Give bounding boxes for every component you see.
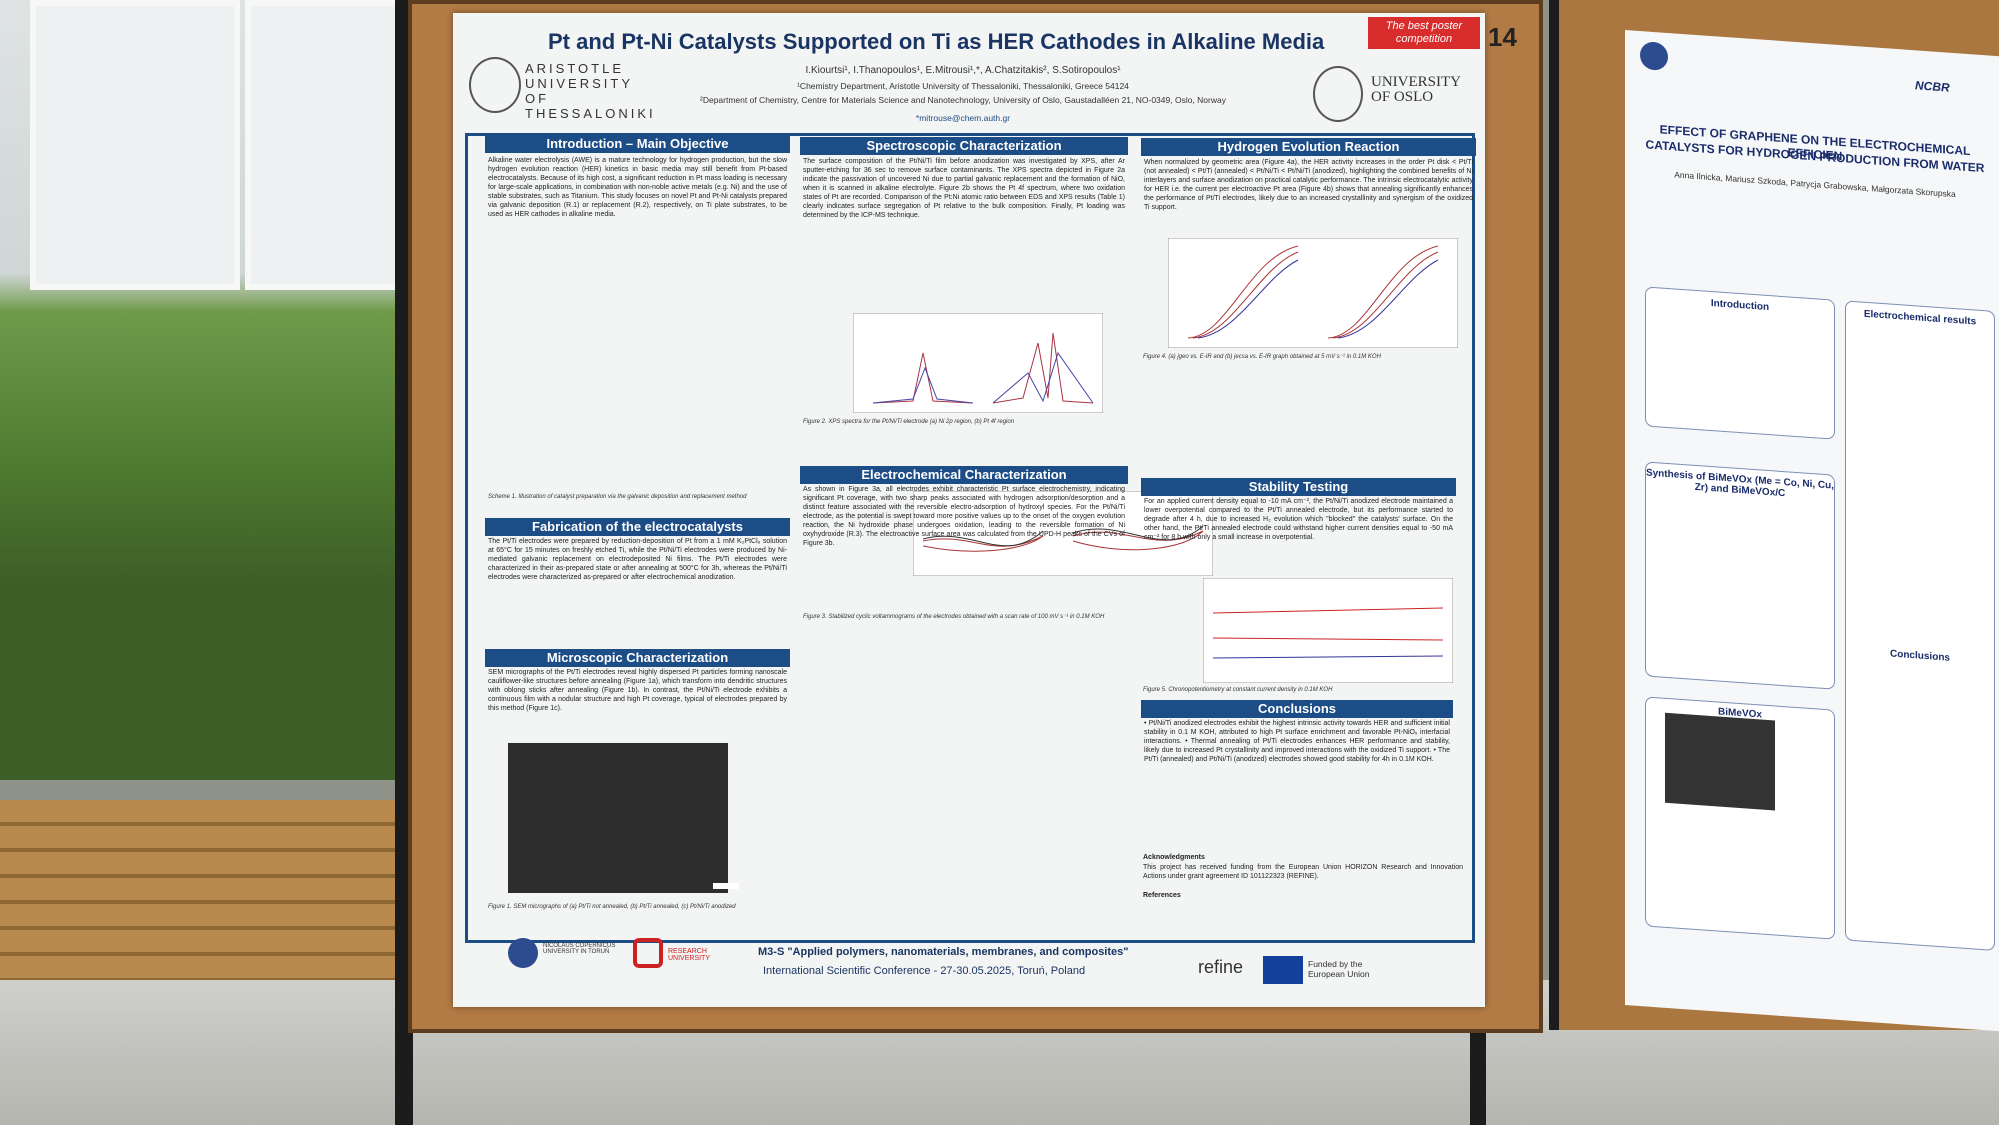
caption: Figure 3. Stabilized cyclic voltammogram… [803,614,1105,620]
caption: Figure 2. XPS spectra for the Pt/Ni/Ti e… [803,419,1015,425]
poster: Pt and Pt-Ni Catalysts Supported on Ti a… [453,13,1485,1007]
affiliation: ²Department of Chemistry, Centre for Mat… [700,95,1226,105]
panel [1845,300,1995,951]
micrograph [1665,712,1775,811]
acknowledgments: This project has received funding from t… [1143,864,1463,880]
figure [1203,578,1453,683]
section-heading: Introduction – Main Objective [485,135,790,153]
figure [853,313,1103,413]
bench [0,800,460,1000]
poster-title: Pt and Pt-Ni Catalysts Supported on Ti a… [548,29,1325,54]
logo-text: NCBR [1915,78,1950,95]
logo [1313,66,1363,122]
caption: Scheme 1. Illustration of catalyst prepa… [488,494,747,500]
section-text: For an applied current density equal to … [1144,498,1453,541]
logo [469,57,521,113]
logo [633,938,663,968]
neighbor-poster: EFFECT OF GRAPHENE ON THE ELECTROCHEMICA… [1625,30,1999,1032]
section-text: SEM micrographs of the Pt/Ti electrodes … [488,669,787,712]
award-badge: The best poster competition [1368,17,1480,49]
section-heading: Electrochemical Characterization [800,466,1128,484]
affiliation: ¹Chemistry Department, Aristotle Univers… [797,81,1129,91]
section-text: The surface composition of the Pt/Ni/Ti … [803,158,1125,219]
window-pane [30,0,240,290]
section-text: • Pt/Ni/Ti anodized electrodes exhibit t… [1144,720,1450,763]
email: *mitrouse@chem.auth.gr [915,113,1011,123]
section-heading: Hydrogen Evolution Reaction [1141,138,1476,156]
authors: I.Kiourtsi¹, I.Thanopoulos¹, E.Mitrousi¹… [805,65,1121,76]
content-frame [465,133,1475,943]
university-name: UNIVERSITY OF OSLO [1371,74,1461,105]
section-heading: Stability Testing [1141,478,1456,496]
section-text: As shown in Figure 3a, all electrodes ex… [803,486,1125,547]
section-heading: Spectroscopic Characterization [800,137,1128,155]
section-heading: Conclusions [1141,700,1453,718]
figure [913,491,1213,576]
logo-text: NICOLAUS COPERNICUS UNIVERSITY IN TORUŃ [543,943,616,955]
section-heading: Microscopic Characterization [485,649,790,667]
figure [1168,238,1458,348]
university-name: ARISTOTLE UNIVERSITY OF THESSALONIKI [525,61,656,121]
section-heading: Fabrication of the electrocatalysts [485,518,790,536]
logo [508,938,538,968]
logo-text: Funded by the European Union [1308,959,1370,979]
section-text: Alkaline water electrolysis (AWE) is a m… [488,157,787,218]
subheading: Acknowledgments [1143,854,1205,861]
scale-bar [713,883,739,889]
conference-name: M3-S "Applied polymers, nanomaterials, m… [758,946,1129,958]
logo [1640,41,1668,72]
eu-flag [1263,956,1303,984]
caption: Figure 4. (a) jgeo vs. E-IR and (b) jecs… [1143,354,1381,360]
section-text: When normalized by geometric area (Figur… [1144,159,1473,211]
conference-date: International Scientific Conference - 27… [763,965,1086,977]
board-number: 14 [1488,22,1517,52]
caption: Figure 1. SEM micrographs of (a) Pt/Ti n… [488,904,736,910]
section-text: The Pt/Ti electrodes were prepared by re… [488,538,787,581]
window-pane [245,0,405,290]
subheading: References [1143,892,1181,899]
micrograph [508,743,728,893]
window-frame [0,0,420,780]
logo-text: refine [1198,957,1244,977]
logo-text: RESEARCH UNIVERSITY [668,948,711,962]
caption: Figure 5. Chronopotentiometry at constan… [1143,687,1333,693]
